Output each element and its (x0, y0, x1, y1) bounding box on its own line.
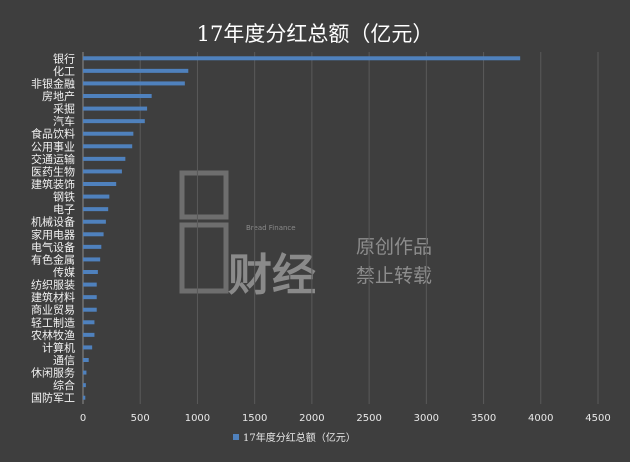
category-label: 银行 (53, 51, 75, 65)
bar (83, 182, 117, 186)
bar (83, 106, 148, 111)
category-label: 建筑装饰 (31, 177, 75, 191)
watermark-line2: 禁止转载 (356, 265, 432, 287)
category-label: 食品饮料 (31, 127, 75, 141)
bar (83, 194, 110, 199)
category-label: 医药生物 (31, 164, 75, 178)
x-tick-label: 0 (80, 413, 86, 424)
category-label: 轻工制造 (31, 315, 75, 329)
category-label: 化工 (53, 64, 75, 78)
category-label: 非银金融 (31, 76, 75, 90)
x-tick-label: 4500 (585, 413, 610, 424)
category-label: 交通运输 (31, 152, 75, 166)
legend-swatch (233, 434, 239, 440)
category-label: 机械设备 (31, 215, 75, 229)
x-tick-label: 1500 (242, 413, 267, 424)
category-label: 有色金属 (31, 252, 75, 266)
category-label: 综合 (53, 378, 75, 392)
bar (83, 295, 97, 300)
bar (83, 383, 86, 388)
bar (83, 358, 89, 362)
bar (83, 332, 95, 337)
category-label: 休闲服务 (31, 366, 75, 380)
bar (83, 94, 152, 98)
watermark-logo-bottom (179, 222, 229, 294)
category-label: 建筑材料 (31, 290, 75, 304)
category-label: 钢铁 (53, 191, 75, 204)
category-label: 农林牧渔 (31, 328, 75, 342)
bar (83, 68, 189, 73)
category-label: 房地产 (42, 89, 75, 103)
category-label: 商业贸易 (31, 303, 75, 317)
category-label: 公用事业 (31, 140, 75, 153)
bar (83, 345, 93, 350)
category-label: 家用电器 (31, 227, 75, 241)
x-tick-label: 3500 (471, 413, 496, 424)
bar (83, 156, 126, 161)
bar (83, 257, 101, 262)
bar (83, 169, 122, 174)
bar (83, 207, 109, 212)
x-tick-label: 1000 (185, 413, 210, 424)
x-tick-label: 2500 (356, 413, 381, 424)
category-label: 国防军工 (31, 391, 75, 405)
category-label: 电子 (53, 203, 75, 216)
bar (83, 270, 98, 274)
bar (83, 320, 95, 325)
watermark-logo-top (179, 170, 229, 220)
bar (83, 244, 102, 249)
category-label: 电气设备 (31, 240, 75, 254)
bar (83, 395, 86, 400)
x-tick-label: 2000 (299, 413, 324, 424)
legend-label: 17年度分红总额（亿元） (243, 431, 356, 444)
x-tick-label: 500 (131, 413, 150, 424)
bar (83, 131, 134, 136)
bar (83, 370, 87, 375)
watermark-line1: 原创作品 (356, 236, 432, 258)
bar (83, 119, 145, 124)
bar (83, 232, 104, 237)
bar (83, 56, 521, 61)
bar (83, 307, 97, 312)
bar (83, 282, 97, 287)
category-label: 通信 (53, 354, 75, 367)
category-label: 汽车 (53, 114, 75, 128)
watermark-brand-cn: 财经 (228, 250, 316, 301)
x-tick-label: 4000 (528, 413, 553, 424)
category-label: 纺织服装 (31, 278, 75, 292)
x-tick-label: 3000 (414, 413, 439, 424)
bar (83, 219, 106, 224)
chart-title: 17年度分红总额（亿元） (196, 22, 434, 46)
bar (83, 81, 185, 86)
category-label: 计算机 (42, 340, 75, 354)
bar (83, 144, 133, 149)
category-label: 采掘 (53, 102, 75, 116)
category-label: 传媒 (53, 266, 75, 279)
watermark-brand-en: Bread Finance (246, 224, 296, 232)
